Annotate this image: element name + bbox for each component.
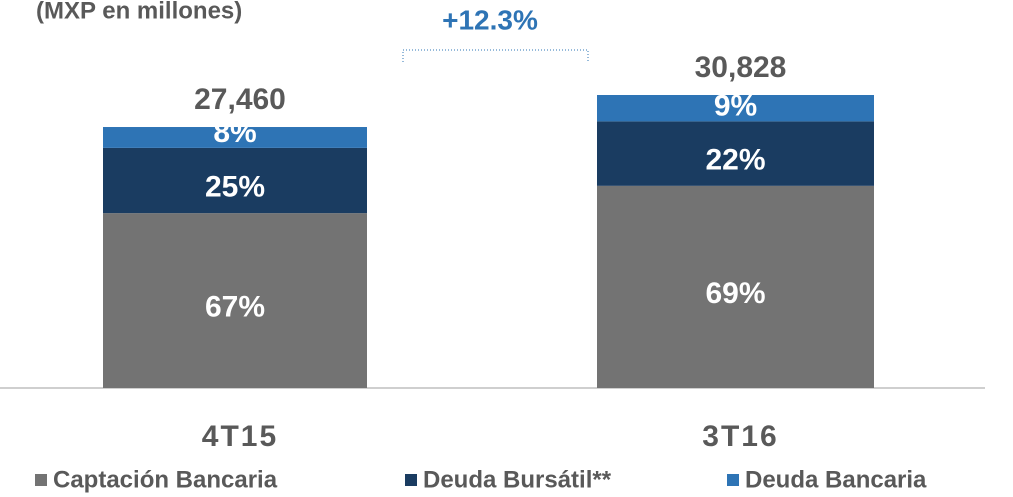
total-label: 30,828 [695,51,787,84]
legend-swatch [405,474,417,486]
legend-label: Captación Bancaria [53,466,278,493]
growth-bracket [402,49,589,62]
x-tick-label: 3T16 [702,420,778,453]
bar-segment [597,121,874,186]
legend-swatch [727,474,739,486]
chart-title: (MXP en millones) [36,0,242,24]
x-tick-label: 4T15 [202,420,278,453]
legend-swatch [35,474,47,486]
segment-label: 25% [205,170,265,203]
segment-label: 9% [714,89,757,122]
segment-label: 22% [705,144,765,177]
segment-label: 69% [705,277,765,310]
legend-label: Deuda Bursátil** [423,466,612,493]
bar-segment [597,185,874,388]
bar-segment [103,213,367,388]
bar-segment [103,127,367,148]
bar-segment [103,147,367,214]
segment-label: 8% [213,116,256,149]
legend-label: Deuda Bancaria [745,466,927,493]
total-label: 27,460 [194,83,286,116]
bar-segment [597,95,874,122]
growth-annotation: +12.3% [442,4,538,35]
segment-label: 67% [205,290,265,323]
